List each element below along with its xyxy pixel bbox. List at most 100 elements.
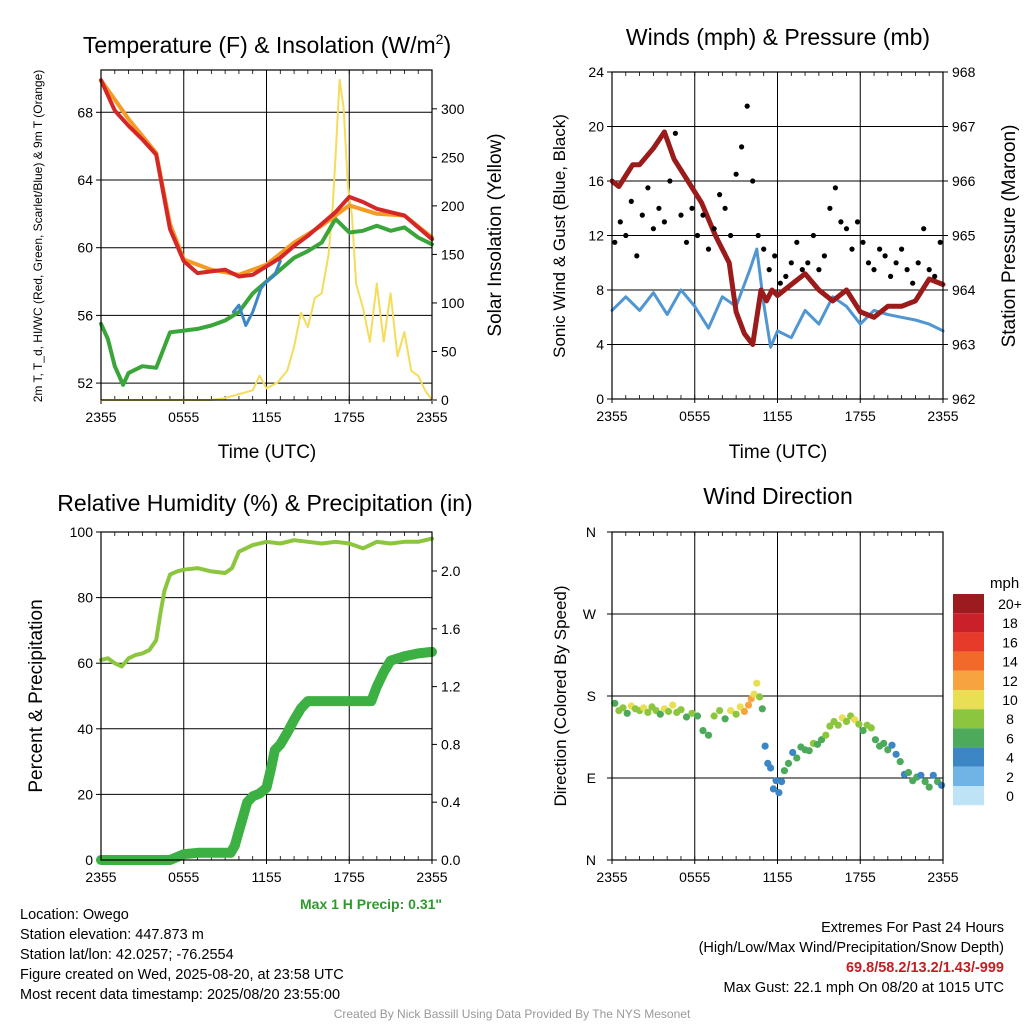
y2-tick-label: 963 (952, 337, 976, 353)
x-tick-label: 1155 (251, 409, 281, 425)
direction-point (842, 717, 851, 726)
y2-tick-label: 0.8 (441, 736, 461, 752)
gust-point (816, 267, 822, 273)
direction-point (925, 783, 933, 791)
gust-point (888, 273, 894, 279)
x-tick-label: 2355 (927, 869, 958, 885)
direction-point (704, 731, 713, 739)
latlon-text: Station lat/lon: 42.0257; -76.2554 (20, 947, 234, 963)
gust-point (705, 246, 712, 252)
direction-point (938, 781, 946, 789)
direction-tick-label: E (587, 770, 596, 786)
legend-label: 4 (1006, 750, 1014, 766)
direction-point (677, 706, 685, 714)
gust-point (755, 232, 761, 239)
y2-tick-label: 200 (441, 198, 465, 214)
direction-point (727, 707, 735, 715)
direction-tick-label: S (587, 688, 596, 704)
gust-point (777, 280, 783, 286)
direction-point (818, 736, 826, 744)
insolation-line (100, 78, 433, 401)
speed-color-legend: 20+ 18 16 14 12 10 8 6 4 2 0 (953, 594, 1022, 806)
direction-point (929, 771, 937, 779)
direction-point (855, 720, 863, 728)
x-tick-label: 1155 (251, 869, 281, 885)
direction-point (822, 731, 830, 739)
gust-point (899, 246, 905, 252)
direction-point (871, 736, 880, 744)
y2-tick-label: 0.0 (441, 852, 461, 868)
y2-tick-label: 0.4 (441, 794, 461, 810)
x-tick-label: 2355 (416, 869, 447, 885)
y2-tick-label: 50 (441, 343, 457, 359)
gust-point (623, 232, 629, 239)
direction-point (716, 707, 724, 715)
gust-point (805, 260, 811, 266)
direction-point (732, 710, 740, 718)
direction-point (867, 724, 875, 732)
y-tick-label: 60 (77, 655, 93, 671)
gust-point (728, 232, 734, 239)
direction-point (917, 771, 925, 779)
y2-tick-label: 968 (952, 64, 976, 80)
legend-label: 0 (1006, 788, 1014, 804)
direction-point (793, 754, 801, 762)
direction-point (880, 739, 888, 748)
legend-swatch (953, 670, 984, 690)
direction-point (619, 704, 627, 712)
gust-point (915, 260, 921, 266)
x-tick-label: 2355 (596, 869, 627, 885)
plot-frame (100, 531, 433, 861)
insolation-axis-label: Solar Insolation (Yellow) (485, 133, 506, 336)
winds-title: Winds (mph) & Pressure (mb) (626, 24, 930, 50)
location-text: Location: Owego (20, 907, 129, 923)
legend-swatch (953, 651, 984, 671)
legend-label: 12 (1002, 673, 1018, 689)
elevation-text: Station elevation: 447.873 m (20, 927, 204, 943)
x-tick-label: 1155 (762, 869, 792, 885)
x-tick-label: 1755 (334, 869, 365, 885)
direction-point (699, 727, 707, 735)
winds-panel: Winds (mph) & Pressure (mb) Sonic Wind &… (550, 24, 1020, 463)
station-info: Location: Owego Station elevation: 447.8… (20, 905, 344, 1005)
gust-point (761, 246, 767, 252)
direction-point (778, 778, 786, 786)
y2-tick-label: 100 (441, 295, 465, 311)
direction-point (693, 712, 702, 720)
x-tick-label: 0555 (168, 409, 199, 425)
legend-title: mph (990, 575, 1019, 592)
wind-direction-title: Wind Direction (703, 483, 853, 509)
direction-point (761, 742, 769, 750)
direction-point (756, 693, 764, 701)
legend-label: 2 (1006, 769, 1014, 785)
direction-point (769, 785, 778, 793)
gust-point (656, 205, 662, 211)
direction-point (896, 758, 904, 766)
temperature-plot-area: 2355 0555 1155 1755 2355 52 56 60 64 68 0 50 100 150 2… (77, 69, 465, 425)
direction-point (859, 727, 867, 735)
max-hourly-precip: Max 1 H Precip: 0.31" (300, 896, 443, 912)
gust-point (843, 226, 850, 232)
y2-tick-label: 1.2 (441, 679, 461, 695)
plot-frame (100, 69, 433, 401)
legend-label: 18 (1002, 615, 1018, 631)
y2-tick-label: 250 (441, 149, 465, 165)
direction-point (784, 759, 793, 768)
direction-point (750, 690, 758, 698)
gust-point (788, 260, 794, 266)
y-tick-label: 68 (77, 104, 93, 120)
y-tick-label: 0 (596, 391, 604, 407)
direction-point (710, 712, 718, 720)
gust-point (711, 226, 717, 232)
gust-point (860, 239, 866, 245)
direction-point (688, 709, 696, 717)
credit-text: Created By Nick Bassill Using Data Provi… (333, 1007, 691, 1021)
gust-point (739, 144, 745, 150)
legend-swatch (953, 766, 984, 786)
direction-point (721, 715, 729, 723)
pressure-axis-label: Station Pressure (Maroon) (999, 125, 1020, 348)
legend-swatch (953, 786, 984, 806)
x-tick-label: 1755 (845, 869, 876, 885)
extremes-subtitle: (High/Low/Max Wind/Precipitation/Snow De… (698, 940, 1004, 956)
gust-point (683, 239, 690, 245)
